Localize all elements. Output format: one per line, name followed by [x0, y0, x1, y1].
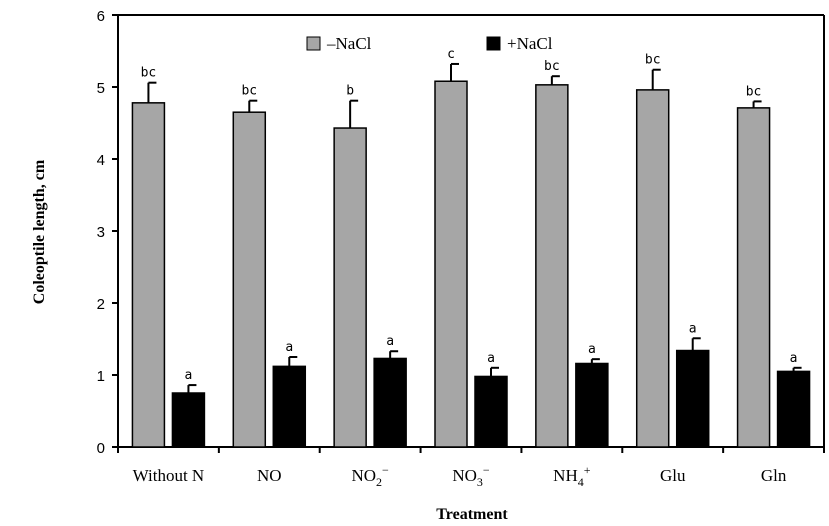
y-tick-label-1: 1 [97, 368, 105, 385]
bar-plus-nacl-4 [575, 362, 609, 448]
bar-plus-nacl-5 [675, 349, 710, 448]
bar-plus-nacl-0 [171, 392, 206, 448]
bar-minus-nacl-5 [635, 89, 670, 448]
category-label-2: NO2− [351, 463, 389, 489]
category-label-1: NO [257, 466, 282, 485]
legend-label-plus-nacl: +NaCl [507, 34, 553, 53]
sig-label-minus-nacl-5: bc [645, 53, 661, 68]
bar-plus-nacl-2 [373, 357, 407, 448]
legend-swatch-minus-nacl [306, 36, 321, 51]
legend-swatch-plus-nacl [486, 36, 501, 51]
sig-label-minus-nacl-1: bc [241, 84, 257, 99]
bar-minus-nacl-4 [535, 84, 569, 448]
category-label-3: NO3− [452, 463, 490, 489]
y-tick-label-5: 5 [97, 80, 105, 97]
legend-label-minus-nacl: –NaCl [326, 34, 372, 53]
sig-label-minus-nacl-2: b [346, 84, 354, 99]
sig-label-plus-nacl-5: a [689, 321, 697, 336]
category-label-6: Gln [761, 466, 787, 485]
y-tick-label-2: 2 [97, 296, 105, 313]
bar-minus-nacl-3 [434, 80, 468, 448]
bar-minus-nacl-6 [736, 107, 771, 448]
bar-minus-nacl-2 [333, 127, 367, 448]
category-label-5: Glu [660, 466, 686, 485]
sig-label-minus-nacl-6: bc [746, 84, 762, 99]
sig-label-plus-nacl-2: a [386, 334, 394, 349]
bar-plus-nacl-6 [776, 370, 811, 448]
y-tick-label-6: 6 [97, 8, 105, 25]
category-label-4: NH4+ [553, 463, 591, 489]
bar-minus-nacl-0 [131, 102, 166, 448]
sig-label-minus-nacl-0: bc [141, 66, 157, 81]
y-axis-title: Coleoptile length, cm [31, 159, 48, 304]
bar-minus-nacl-1 [232, 111, 267, 448]
sig-label-plus-nacl-3: a [487, 351, 495, 366]
sig-label-plus-nacl-4: a [588, 342, 596, 357]
bar-plus-nacl-1 [272, 365, 307, 448]
labels: bc a Without N bc a NO b a NO2− c a NO3− bc a NH4+ bc a G… [133, 47, 798, 489]
category-label-0: Without N [133, 466, 205, 485]
y-tick-label-3: 3 [97, 224, 105, 241]
sig-label-minus-nacl-4: bc [544, 59, 560, 74]
sig-label-plus-nacl-0: a [185, 368, 193, 383]
sig-label-plus-nacl-1: a [285, 340, 293, 355]
x-axis-title: Treatment [436, 506, 508, 523]
sig-label-minus-nacl-3: c [447, 47, 455, 62]
y-tick-label-4: 4 [97, 152, 105, 169]
legend: –NaCl +NaCl [306, 34, 553, 53]
sig-label-plus-nacl-6: a [790, 351, 798, 366]
y-tick-label-0: 0 [97, 440, 105, 457]
bars [131, 62, 811, 448]
bar-plus-nacl-3 [474, 375, 508, 448]
